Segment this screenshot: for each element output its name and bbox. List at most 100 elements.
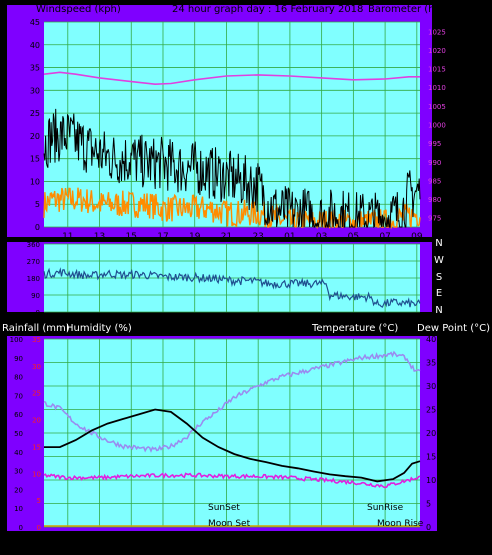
wind-x-tick-label: 15: [126, 232, 137, 242]
sunset-label: SunSet: [208, 503, 240, 513]
direction-series-line: [43, 267, 421, 308]
barometer-y-tick-label: 980: [428, 196, 441, 204]
direction-y-tick-label: 180: [27, 275, 40, 283]
temp-x-tick-label: 11: [62, 538, 73, 548]
direction-y-tick-label: 270: [27, 258, 40, 266]
direction-y-tick-label: 90: [31, 292, 40, 300]
sunrise-label: SunRise: [367, 503, 404, 513]
compass-label: N: [435, 238, 442, 249]
temp-x-tick-label: 15: [126, 538, 137, 548]
wind-x-tick-label: 05: [348, 232, 359, 242]
wind-x-tick-label: 17: [157, 232, 168, 242]
wind-y-tick-label: 20: [30, 132, 40, 141]
wind-y-tick-label: 25: [30, 109, 40, 118]
dewpoint-axis-title: Dew Point (°C): [417, 323, 490, 334]
moonset-label: Moon Set: [208, 519, 251, 529]
rainfall-axis-title: Rainfall (mm): [2, 323, 70, 334]
wind-x-tick-label: 07: [379, 232, 390, 242]
series-lines: [43, 71, 421, 527]
barometer-y-tick-label: 995: [428, 140, 441, 148]
wind-plot-area: [44, 22, 420, 227]
barometer-series-line: [43, 71, 420, 86]
wind-x-tick-label: 03: [316, 232, 327, 242]
temp-x-tick-label: 01: [284, 538, 295, 548]
barometer-y-tick-label: 1020: [428, 47, 446, 55]
wind-x-tick-label: 11: [62, 232, 73, 242]
temperature-y-tick-label: 15: [426, 453, 436, 462]
humidity-y-tick-label: 80: [14, 374, 23, 382]
humidity-y-tick-label: 90: [14, 355, 23, 363]
humidity-axis-title: Humidity (%): [66, 323, 132, 334]
temp-x-tick-label: 05: [348, 538, 359, 548]
temperature-y-tick-label: 0: [426, 523, 431, 532]
wind-y-tick-label: 30: [30, 86, 40, 95]
barometer-y-tick-label: 1025: [428, 28, 446, 36]
wind-y-tick-label: 40: [30, 41, 40, 50]
rainfall-y-tick-label: 15: [32, 443, 41, 451]
wind-y-tick-label: 35: [30, 64, 40, 73]
moonrise-label: Moon Rise: [377, 519, 424, 529]
barometer-axis-title: Barometer (hpa): [368, 4, 451, 15]
wind-y-tick-label: 15: [30, 155, 40, 164]
wind-y-tick-label: 5: [35, 200, 40, 209]
barometer-y-tick-label: 990: [428, 159, 441, 167]
grid-lines: [44, 21, 420, 528]
temperature-y-tick-label: 40: [426, 335, 436, 344]
temperature-y-tick-label: 25: [426, 406, 436, 415]
wind-y-tick-label: 45: [30, 18, 40, 27]
rainfall-y-tick-label: 30: [32, 363, 41, 371]
temp-x-tick-label: 19: [189, 538, 201, 548]
temperature-series-line: [44, 408, 421, 483]
barometer-y-tick-label: 1010: [428, 84, 446, 92]
temp-x-tick-label: 21: [221, 538, 232, 548]
humidity-y-tick-label: 40: [14, 449, 23, 457]
temperature-y-tick-label: 10: [426, 476, 436, 485]
humidity-y-tick-label: 70: [14, 392, 23, 400]
temperature-y-tick-label: 5: [426, 500, 431, 509]
compass-label: W: [434, 255, 444, 266]
temperature-axis-title: Temperature (°C): [311, 323, 398, 334]
rainfall-y-tick-label: 20: [32, 417, 41, 425]
barometer-y-tick-label: 1005: [428, 103, 446, 111]
humidity-y-tick-label: 50: [14, 430, 23, 438]
humidity-y-tick-label: 30: [14, 468, 23, 476]
rainfall-y-tick-label: 25: [32, 390, 41, 398]
temp-x-tick-label: 17: [157, 538, 168, 548]
wind-x-tick-label: 01: [284, 232, 295, 242]
direction-y-tick-label: 0: [36, 309, 40, 317]
rainfall-y-tick-label: 10: [32, 470, 41, 478]
windspeed-series-line: [43, 108, 421, 228]
temperature-y-tick-label: 35: [426, 359, 436, 368]
compass-label: N: [435, 305, 442, 316]
axis-labels: 1111131315151717191921212323010103030505…: [10, 18, 446, 548]
direction-y-tick-label: 360: [27, 241, 40, 249]
humidity-y-tick-label: 20: [14, 486, 23, 494]
temperature-y-tick-label: 20: [426, 429, 436, 438]
rainfall-y-tick-label: 35: [32, 336, 41, 344]
wind-x-tick-label: 09: [411, 232, 423, 242]
barometer-y-tick-label: 1015: [428, 66, 446, 74]
dewpoint-series-line: [43, 472, 421, 489]
wind-x-tick-label: 23: [252, 232, 263, 242]
compass-label: S: [436, 272, 442, 283]
barometer-y-tick-label: 985: [428, 177, 441, 185]
humidity-y-tick-label: 100: [10, 336, 23, 344]
rainfall-y-tick-label: 0: [37, 524, 41, 532]
humidity-series-line: [43, 350, 421, 453]
rainfall-y-tick-label: 5: [37, 497, 41, 505]
wind-x-tick-label: 21: [221, 232, 232, 242]
wind-x-tick-label: 19: [189, 232, 201, 242]
temp-x-tick-label: 13: [94, 538, 105, 548]
temp-x-tick-label: 23: [252, 538, 263, 548]
humidity-y-tick-label: 0: [19, 524, 23, 532]
temp-x-tick-label: 09: [411, 538, 423, 548]
graph-title: 24 hour graph day : 16 February 2018: [172, 4, 363, 15]
wind-y-tick-label: 0: [35, 223, 40, 232]
wind-x-tick-label: 13: [94, 232, 105, 242]
temperature-y-tick-label: 30: [426, 382, 436, 391]
barometer-y-tick-label: 975: [428, 215, 441, 223]
humidity-y-tick-label: 10: [14, 505, 23, 513]
temp-x-tick-label: 07: [379, 538, 390, 548]
